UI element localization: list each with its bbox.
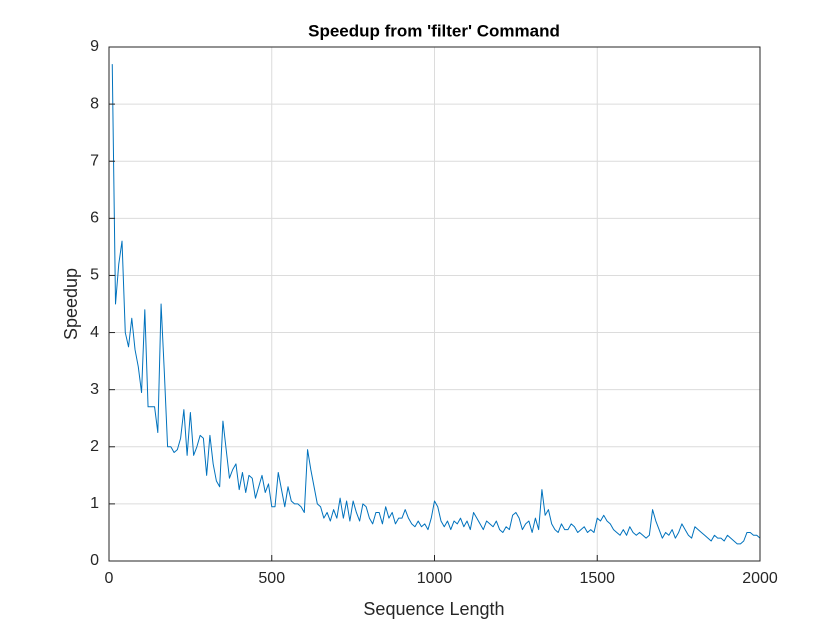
data-line	[111, 64, 761, 545]
y-tick-label: 0	[90, 552, 99, 569]
x-tick-label: 0	[105, 570, 114, 587]
y-tick-label: 5	[90, 267, 99, 284]
y-tick-label: 8	[90, 95, 99, 112]
x-tick-label: 2000	[742, 570, 778, 587]
plot-area	[111, 64, 761, 545]
y-tick-label: 6	[90, 210, 99, 227]
x-tick-label: 1000	[417, 570, 453, 587]
y-axis-label: Speedup	[61, 268, 81, 340]
x-tick-label: 1500	[579, 570, 615, 587]
chart-title: Speedup from 'filter' Command	[308, 21, 560, 40]
y-tick-label: 3	[90, 381, 99, 398]
y-tick-label: 1	[90, 495, 99, 512]
y-tick-label: 9	[90, 38, 99, 55]
x-axis-label: Sequence Length	[363, 599, 504, 619]
y-tick-label: 7	[90, 152, 99, 169]
y-tick-label: 2	[90, 438, 99, 455]
y-tick-label: 4	[90, 324, 99, 341]
x-tick-label: 500	[258, 570, 285, 587]
